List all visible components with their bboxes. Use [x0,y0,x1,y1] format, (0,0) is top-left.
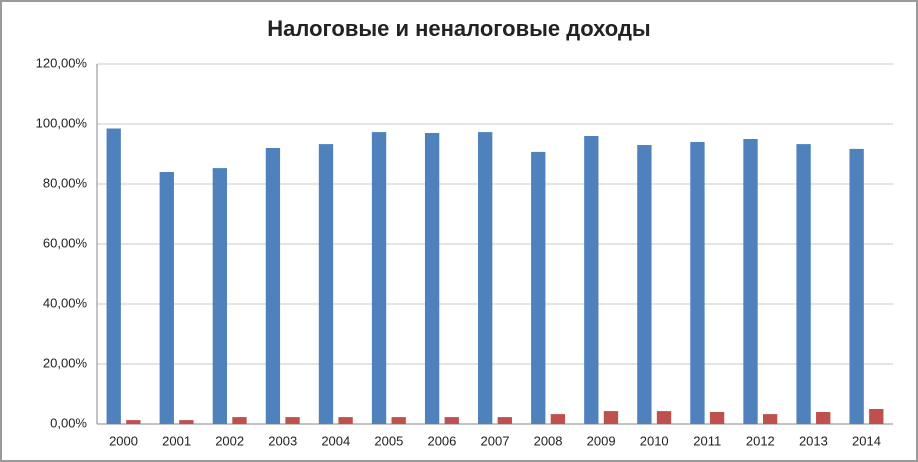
bar [550,414,566,424]
bar [444,417,459,424]
y-tick-label: 20,00% [43,355,88,370]
chart-title: Налоговые и неналоговые доходы [267,16,650,41]
x-tick-label: 2000 [109,433,138,448]
bar [762,414,778,424]
y-tick-label: 60,00% [43,235,88,250]
x-tick-label: 2005 [374,433,403,448]
x-tick-label: 2012 [746,433,775,448]
y-tick-label: 80,00% [43,175,88,190]
bar [690,142,705,424]
bar [318,144,334,424]
x-tick-label: 2002 [215,433,244,448]
bar [497,417,512,424]
bar [285,417,300,424]
bar [338,417,353,424]
x-tick-label: 2010 [640,433,669,448]
x-tick-label: 2007 [481,433,510,448]
bar [816,412,831,424]
bar [106,128,121,424]
x-tick-label: 2011 [693,433,721,448]
bar [709,412,725,424]
bar [603,411,619,424]
y-tick-label: 0,00% [50,415,87,430]
y-tick-label: 40,00% [43,295,88,310]
bar [232,417,247,424]
bar [869,409,884,424]
x-tick-label: 2001 [162,433,191,448]
x-tick-label: 2006 [427,433,456,448]
bar [478,132,493,424]
bar [391,417,406,424]
bar [656,411,672,424]
bar [126,420,141,424]
bar [424,133,440,424]
y-tick-label: 120,00% [36,55,88,70]
bar [212,168,228,424]
x-tick-label: 2014 [852,433,881,448]
bar [584,136,599,424]
y-tick-label: 100,00% [36,115,88,130]
bar [849,148,864,424]
x-tick-label: 2004 [321,433,350,448]
bar [637,145,652,424]
x-tick-label: 2009 [587,433,616,448]
x-tick-label: 2003 [268,433,297,448]
bar [743,139,758,424]
bar [796,144,811,424]
bar [159,172,174,424]
bar [371,132,387,424]
bar [531,151,546,424]
x-tick-label: 2008 [534,433,563,448]
bar [179,420,194,424]
bar [265,148,281,424]
x-tick-label: 2013 [799,433,828,448]
